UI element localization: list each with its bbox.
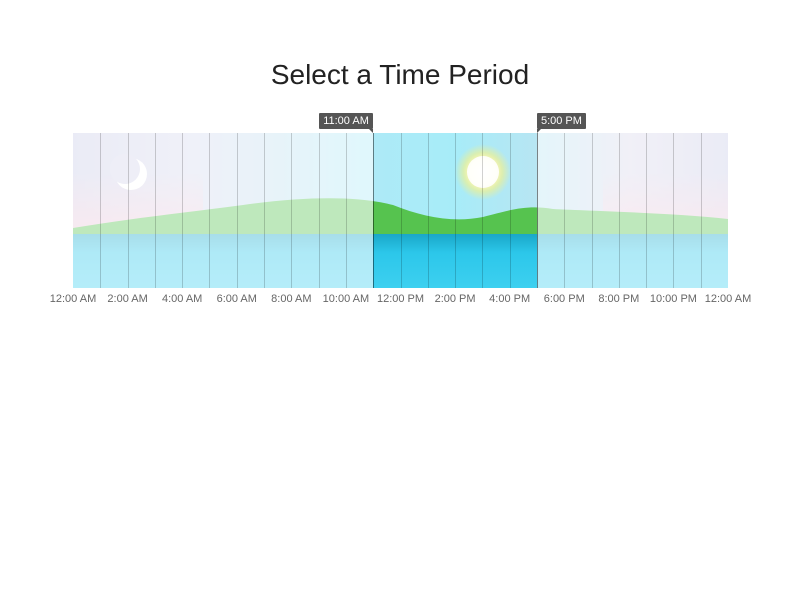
time-tick-label: 6:00 PM	[543, 293, 585, 305]
time-tick-label: 6:00 AM	[216, 293, 257, 305]
time-tick-label: 8:00 AM	[271, 293, 312, 305]
hour-gridline	[673, 133, 675, 288]
time-tick-label: 4:00 AM	[161, 293, 203, 305]
hour-gridline	[127, 133, 129, 288]
hour-gridline	[209, 133, 211, 288]
hour-gridline	[482, 133, 484, 288]
time-tick-label: 12:00 AM	[704, 293, 752, 305]
time-tick-label: 12:00 AM	[49, 293, 97, 305]
hour-gridline	[591, 133, 593, 288]
time-tick-label: 10:00 PM	[649, 293, 697, 305]
time-axis: 12:00 AM 2:00 AM 4:00 AM 6:00 AM 8:00 AM 10:0…	[0, 293, 800, 309]
time-tick-label: 4:00 PM	[489, 293, 531, 305]
time-tick-label: 2:00 AM	[107, 293, 148, 305]
hour-gridline	[400, 133, 402, 288]
hour-gridline	[536, 133, 538, 288]
hour-gridline	[700, 133, 702, 288]
hour-gridline	[264, 133, 266, 288]
page-title: Select a Time Period	[270, 59, 530, 90]
hour-gridline	[318, 133, 320, 288]
hour-gridline	[564, 133, 566, 288]
range-end-handle[interactable]	[536, 133, 538, 288]
hour-gridline	[427, 133, 429, 288]
hour-gridline	[100, 133, 102, 288]
time-range-slider[interactable]	[73, 133, 728, 288]
hour-gridline	[345, 133, 347, 288]
unselected-range-after	[536, 133, 728, 288]
time-tick-label: 12:00 PM	[376, 293, 425, 305]
hour-gridline	[291, 133, 293, 288]
hour-gridline	[646, 133, 648, 288]
hour-gridline	[182, 133, 184, 288]
hour-gridline	[154, 133, 156, 288]
hour-gridline	[509, 133, 511, 288]
range-end-label: 5:00 PM	[536, 113, 586, 133]
unselected-range-before	[73, 133, 374, 288]
hour-gridline	[618, 133, 620, 288]
hour-gridline	[373, 133, 375, 288]
time-tick-label: 10:00 AM	[322, 293, 370, 305]
time-tick-label: 8:00 PM	[598, 293, 640, 305]
range-start-handle[interactable]	[373, 133, 375, 288]
time-tick-label: 2:00 PM	[434, 293, 476, 305]
hour-gridline	[455, 133, 457, 288]
range-start-label: 11:00 AM	[319, 113, 373, 133]
hour-gridline	[236, 133, 238, 288]
